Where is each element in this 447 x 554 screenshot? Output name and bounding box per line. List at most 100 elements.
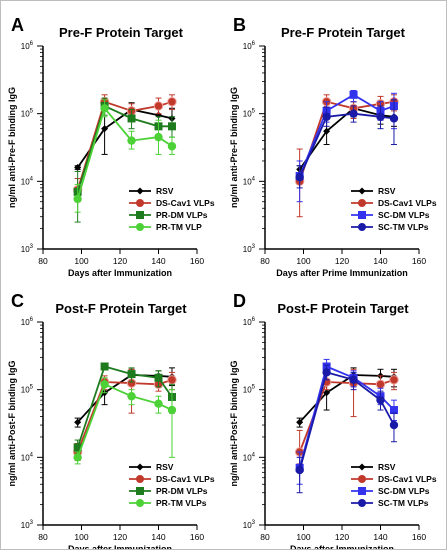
- y-axis-label: ng/ml anti-Post-F binding IgG: [7, 361, 17, 487]
- y-tick-label: 103: [21, 520, 34, 530]
- y-tick-label: 103: [243, 244, 256, 254]
- data-point: [167, 97, 177, 107]
- y-tick-label: 106: [21, 317, 34, 327]
- legend-label: DS-Cav1 VLPs: [378, 474, 437, 484]
- legend-label: DS-Cav1 VLPs: [378, 198, 437, 208]
- data-point: [154, 373, 163, 382]
- x-tick-label: 80: [260, 256, 270, 266]
- y-tick-label: 104: [21, 176, 34, 186]
- x-tick-label: 120: [335, 256, 349, 266]
- x-axis-label: Days after Immunization: [68, 544, 172, 549]
- legend-marker: [136, 211, 144, 219]
- data-point: [167, 375, 177, 385]
- panel-letter: D: [233, 291, 246, 311]
- data-point: [153, 101, 164, 111]
- series-2: [294, 368, 399, 465]
- x-tick-label: 80: [38, 256, 48, 266]
- y-tick-label: 105: [21, 385, 34, 395]
- y-axis-label: ng/ml anti-Post-F binding IgG: [229, 361, 239, 487]
- legend-marker: [136, 487, 144, 495]
- x-tick-label: 100: [74, 256, 88, 266]
- data-point: [389, 375, 399, 385]
- legend-label: DS-Cav1 VLPs: [156, 474, 215, 484]
- data-point: [127, 114, 136, 123]
- y-tick-label: 103: [243, 520, 256, 530]
- legend: RSV DS-Cav1 VLPs PR-DM VLPs PR-TM VLPs: [129, 462, 215, 508]
- data-point: [375, 379, 386, 390]
- legend-label: PR-TM VLP: [156, 222, 202, 232]
- series-4: [295, 99, 399, 189]
- data-point: [100, 362, 109, 371]
- data-point: [154, 132, 163, 142]
- data-point: [167, 122, 176, 131]
- y-tick-label: 104: [243, 176, 256, 186]
- data-point: [154, 399, 163, 408]
- y-axis-label: ng/ml anti-Pre-F binding IgG: [7, 87, 17, 208]
- legend: RSV DS-Cav1 VLPs SC-DM VLPs SC-TM VLPs: [351, 462, 437, 508]
- x-tick-label: 140: [151, 256, 165, 266]
- data-point: [100, 104, 109, 113]
- y-tick-label: 106: [243, 317, 256, 327]
- panel-title: Post-F Protein Target: [55, 301, 187, 316]
- data-point: [349, 375, 358, 384]
- legend-label: RSV: [378, 462, 396, 472]
- panel-title: Post-F Protein Target: [277, 301, 409, 316]
- panel-title: Pre-F Protein Target: [59, 25, 184, 40]
- legend: RSV DS-Cav1 VLPs PR-DM VLPs PR-TM VLP: [129, 186, 215, 232]
- x-tick-label: 120: [113, 256, 127, 266]
- data-point: [323, 127, 331, 135]
- series-4: [73, 99, 177, 213]
- data-point: [389, 114, 399, 123]
- legend-marker: [358, 463, 366, 471]
- data-point: [295, 173, 304, 182]
- x-tick-label: 120: [113, 532, 127, 542]
- data-point: [322, 368, 331, 377]
- legend-label: PR-DM VLPs: [156, 486, 208, 496]
- legend-label: RSV: [156, 462, 174, 472]
- legend-marker: [136, 499, 144, 507]
- legend-label: SC-TM VLPs: [378, 222, 429, 232]
- y-tick-label: 103: [21, 244, 34, 254]
- x-tick-label: 160: [412, 532, 426, 542]
- x-tick-label: 100: [296, 256, 310, 266]
- x-tick-label: 160: [190, 532, 204, 542]
- data-point: [127, 136, 136, 145]
- legend-label: PR-DM VLPs: [156, 210, 208, 220]
- data-point: [73, 453, 82, 462]
- legend-marker: [136, 463, 144, 471]
- data-point: [100, 380, 109, 389]
- legend-label: RSV: [156, 186, 174, 196]
- legend-marker: [136, 223, 144, 231]
- legend-marker: [358, 187, 366, 195]
- legend-marker: [358, 487, 366, 495]
- panel-a: A Pre-F Protein Target 103 104 105 106 80 100 12…: [7, 15, 215, 278]
- x-tick-label: 140: [373, 532, 387, 542]
- y-tick-label: 105: [21, 109, 34, 119]
- series-4: [73, 377, 177, 465]
- data-point: [73, 443, 82, 452]
- legend-label: RSV: [378, 186, 396, 196]
- series-line: [298, 112, 395, 178]
- legend-marker: [358, 499, 366, 507]
- x-tick-label: 160: [190, 256, 204, 266]
- legend-marker: [136, 475, 144, 483]
- legend-marker: [136, 187, 144, 195]
- legend-label: PR-TM VLPs: [156, 498, 207, 508]
- data-point: [322, 112, 331, 121]
- x-tick-label: 100: [296, 532, 310, 542]
- data-point: [389, 420, 399, 430]
- legend-marker: [358, 475, 366, 483]
- legend-marker: [136, 199, 144, 207]
- x-tick-label: 140: [151, 532, 165, 542]
- y-tick-label: 104: [21, 452, 34, 462]
- x-tick-label: 100: [74, 532, 88, 542]
- data-point: [74, 418, 82, 426]
- y-tick-label: 105: [243, 385, 256, 395]
- legend: RSV DS-Cav1 VLPs SC-DM VLPs SC-TM VLPs: [351, 186, 437, 232]
- data-point: [127, 370, 136, 379]
- x-tick-label: 80: [38, 532, 48, 542]
- x-axis-label: Days after Prime Immunization: [276, 268, 408, 278]
- panel-letter: B: [233, 15, 246, 35]
